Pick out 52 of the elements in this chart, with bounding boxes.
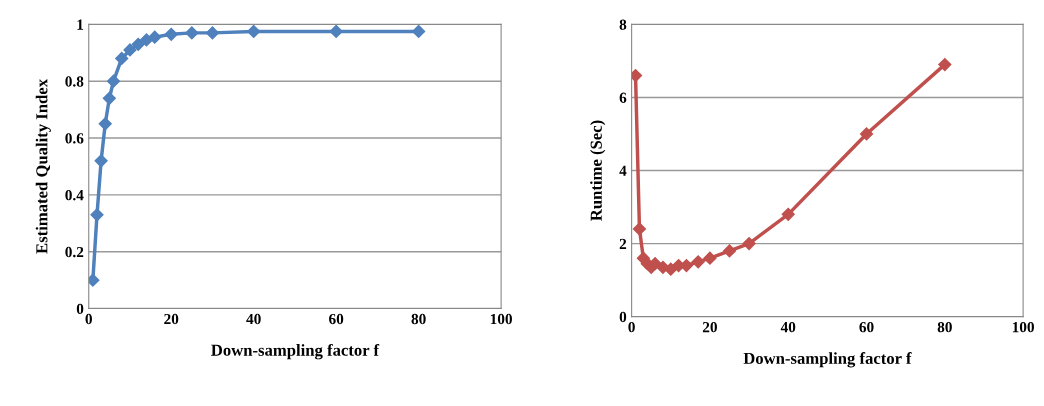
y-tick-label: 8 xyxy=(619,19,627,30)
point xyxy=(131,37,145,51)
x-tick-label: 80 xyxy=(937,321,952,333)
point xyxy=(742,237,756,251)
x-tick-label: 20 xyxy=(702,321,717,333)
point xyxy=(205,26,220,40)
point xyxy=(722,244,737,258)
x-tick-label: 20 xyxy=(164,313,179,325)
x-tick-label: 40 xyxy=(246,313,261,325)
y-tick-label: 0.2 xyxy=(65,246,84,258)
point xyxy=(148,30,162,44)
point xyxy=(115,51,129,66)
point xyxy=(98,117,112,131)
point xyxy=(691,255,705,269)
point xyxy=(185,26,199,40)
point xyxy=(632,222,647,236)
y-tick-label: 0 xyxy=(76,303,84,315)
point xyxy=(139,33,154,47)
x-axis-title: Down-sampling factor f xyxy=(743,352,912,368)
point xyxy=(164,27,178,41)
y-axis-title: Runtime (Sec) xyxy=(590,120,606,221)
x-tick-label: 0 xyxy=(85,313,92,325)
x-tick-label: 100 xyxy=(490,313,512,325)
x-tick-label: 100 xyxy=(1012,321,1034,333)
y-tick-label: 2 xyxy=(619,238,627,249)
y-tick-label: 0.4 xyxy=(65,190,84,201)
point xyxy=(631,68,643,83)
y-axis-title: Estimated Quality Index xyxy=(35,79,51,254)
point xyxy=(90,208,104,222)
point xyxy=(247,24,261,39)
point xyxy=(412,24,426,39)
point xyxy=(123,43,137,57)
x-tick-label: 80 xyxy=(411,313,426,325)
point xyxy=(938,57,952,72)
x-axis-title: Down-sampling factor f xyxy=(211,343,380,360)
y-tick-label: 6 xyxy=(619,92,627,103)
point xyxy=(106,74,121,88)
point xyxy=(781,207,795,221)
x-tick-label: 60 xyxy=(859,321,874,333)
point xyxy=(859,127,874,141)
point xyxy=(94,154,108,168)
x-tick-label: 0 xyxy=(628,321,635,333)
point xyxy=(88,273,100,287)
x-tick-label: 60 xyxy=(329,313,344,325)
point xyxy=(329,24,343,39)
point xyxy=(102,91,116,105)
y-tick-label: 0.8 xyxy=(65,76,84,87)
y-tick-label: 4 xyxy=(619,165,627,176)
point xyxy=(703,251,717,265)
y-tick-label: 1 xyxy=(77,19,84,30)
x-tick-label: 40 xyxy=(780,321,796,333)
y-tick-label: 0.6 xyxy=(65,133,84,144)
